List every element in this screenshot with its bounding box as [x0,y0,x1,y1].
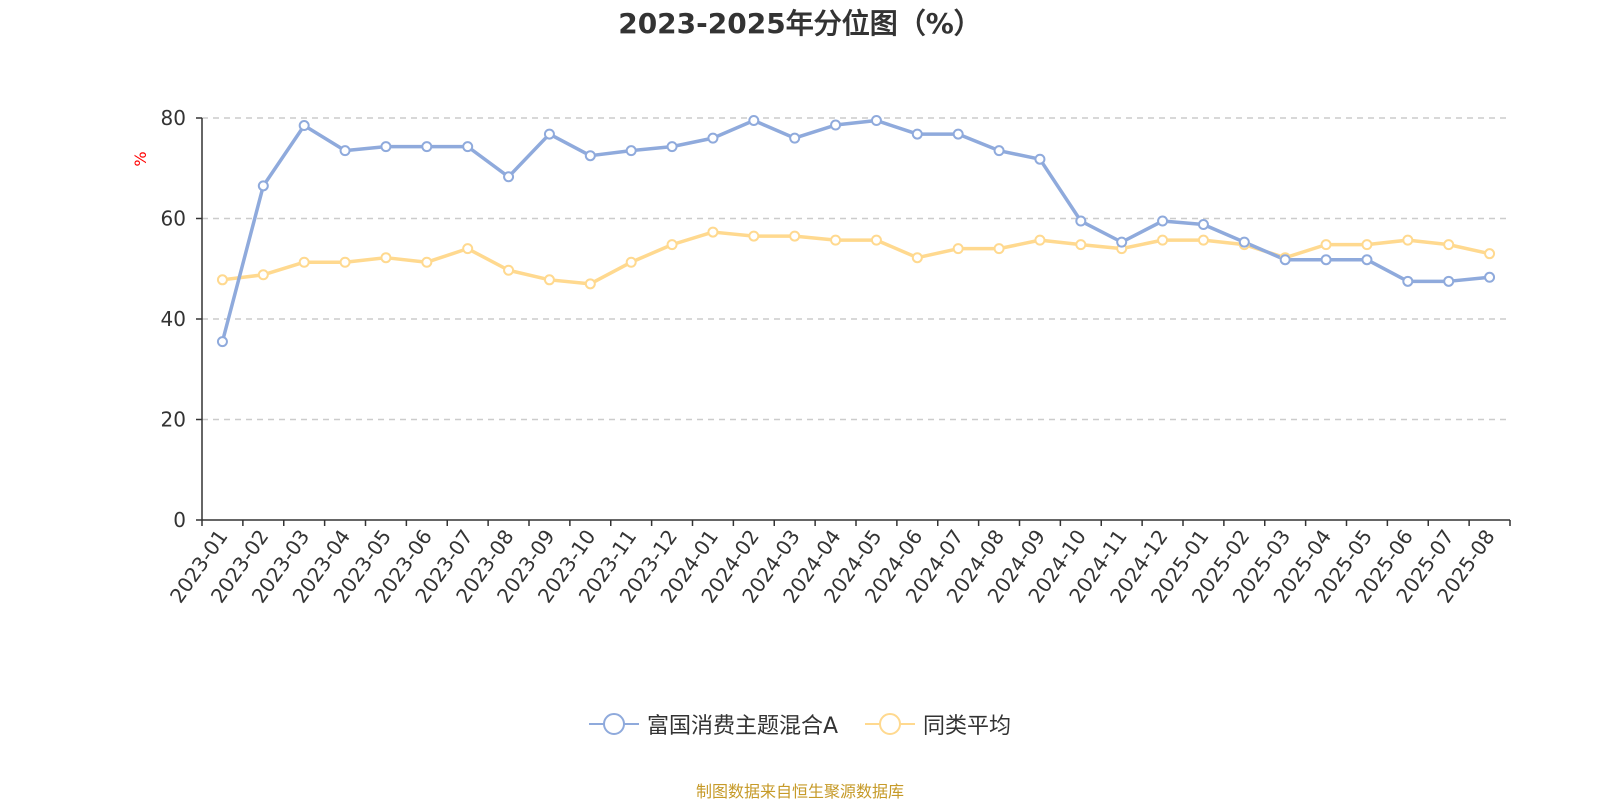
data-point-series-1 [1075,215,1087,227]
legend-label: 富国消费主题混合A [646,714,839,739]
data-point-series-1 [911,128,923,140]
data-point-series-2 [584,278,596,290]
y-tick-label: 60 [161,207,186,231]
data-point-series-1 [1116,236,1128,248]
circle-marker-icon [588,713,639,735]
data-point-series-2 [216,274,228,286]
legend-item-series-2[interactable]: 同类平均 [865,708,1011,740]
data-point-series-1 [1034,153,1046,165]
y-tick-label: 80 [161,106,186,130]
data-point-series-2 [911,252,923,264]
data-point-series-1 [993,145,1005,157]
data-point-series-2 [339,256,351,268]
data-point-series-1 [1443,275,1455,287]
data-point-series-2 [707,226,719,238]
data-point-series-1 [584,150,596,162]
data-point-series-1 [339,145,351,157]
data-point-series-2 [748,230,760,242]
source-note: 制图数据来自恒生聚源数据库 [695,782,904,801]
y-tick-label: 20 [161,408,186,432]
data-point-series-2 [1484,248,1496,260]
data-point-series-2 [993,243,1005,255]
data-point-series-1 [952,128,964,140]
y-axis-label: % [131,151,150,166]
data-point-series-2 [952,243,964,255]
data-point-series-2 [503,264,515,276]
series-line-2 [222,230,1490,286]
data-point-series-2 [462,243,474,255]
data-point-series-1 [1320,254,1332,266]
data-point-series-2 [1443,239,1455,251]
y-tick-label: 0 [173,508,186,532]
data-point-series-2 [298,256,310,268]
data-point-series-1 [625,145,637,157]
data-point-series-2 [543,274,555,286]
data-point-series-2 [830,234,842,246]
data-point-series-1 [830,119,842,131]
circle-marker-icon [865,713,916,735]
data-point-series-1 [870,115,882,127]
data-point-series-1 [421,141,433,153]
series-line-1 [220,118,1490,343]
data-point-series-1 [380,141,392,153]
data-point-series-2 [380,252,392,264]
data-point-series-2 [1197,234,1209,246]
data-point-series-1 [1361,254,1373,266]
data-point-series-1 [666,141,678,153]
data-point-series-2 [257,269,269,281]
y-tick-label: 40 [161,307,186,331]
data-point-series-2 [1320,239,1332,251]
legend: 富国消费主题混合A 同类平均 [0,708,1600,742]
data-point-series-2 [1402,234,1414,246]
data-point-series-1 [1157,215,1169,227]
data-point-series-1 [257,180,269,192]
data-point-series-2 [625,256,637,268]
data-point-series-1 [503,171,515,183]
data-point-series-1 [1402,275,1414,287]
data-point-series-1 [216,336,228,348]
chart-title: 2023-2025年分位图（%） [618,7,982,40]
data-point-series-1 [1197,219,1209,231]
data-point-series-1 [462,141,474,153]
data-point-series-2 [666,239,678,251]
data-point-series-1 [1484,271,1496,283]
data-point-series-2 [1157,234,1169,246]
data-point-series-1 [1238,236,1250,248]
data-point-series-2 [1361,239,1373,251]
data-point-series-1 [1279,254,1291,266]
data-point-series-2 [870,234,882,246]
legend-label: 同类平均 [923,714,1012,739]
data-point-series-2 [789,230,801,242]
data-point-series-1 [707,132,719,144]
data-point-series-1 [748,115,760,127]
data-point-series-1 [789,132,801,144]
legend-item-series-1[interactable]: 富国消费主题混合A [588,708,839,740]
data-point-series-1 [543,128,555,140]
data-point-series-2 [421,256,433,268]
data-point-series-1 [298,120,310,132]
data-point-series-2 [1075,239,1087,251]
data-point-series-2 [1034,234,1046,246]
